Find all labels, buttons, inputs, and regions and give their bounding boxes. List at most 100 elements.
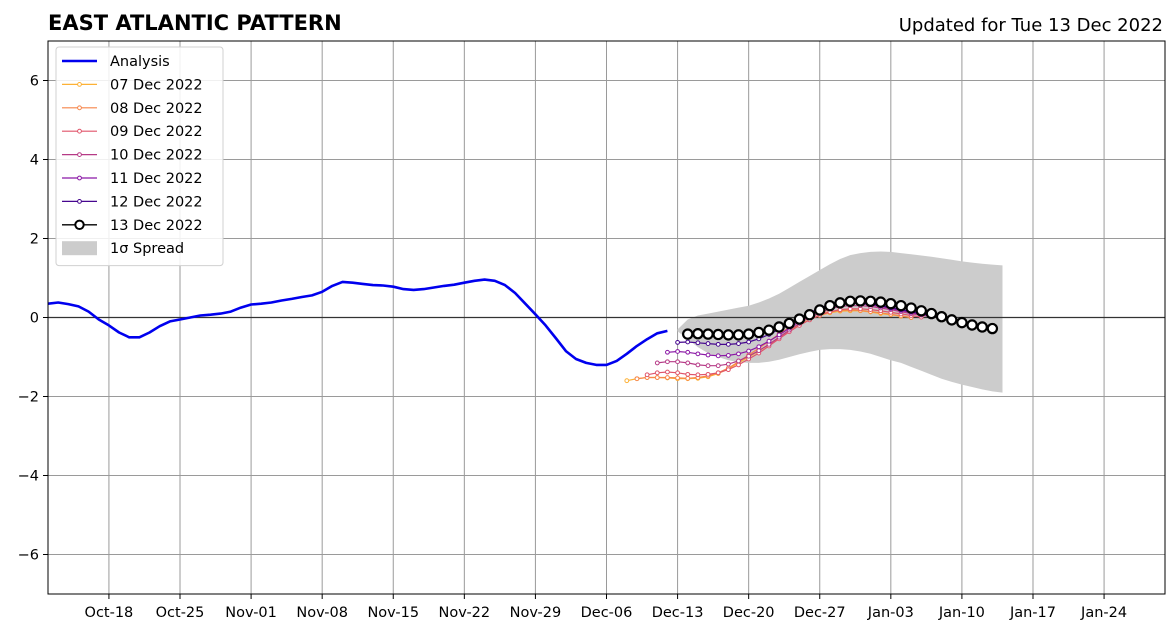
chart-subtitle: Updated for Tue 13 Dec 2022	[899, 15, 1163, 36]
forecast-point	[935, 311, 948, 323]
forecast-point	[695, 351, 701, 357]
forecast-point	[905, 302, 917, 314]
legend-label: 11 Dec 2022	[110, 171, 203, 187]
x-tick-label: Jan-10	[938, 605, 985, 621]
forecast-point	[946, 314, 958, 326]
forecast-point	[685, 371, 691, 377]
forecast-point	[885, 297, 897, 310]
forecast-point	[746, 353, 752, 359]
legend-label: 07 Dec 2022	[110, 77, 203, 93]
forecast-point	[712, 328, 724, 341]
forecast-point	[675, 370, 680, 376]
y-tick-label: −4	[18, 469, 39, 485]
legend-handle-marker	[74, 219, 85, 231]
forecast-point	[675, 359, 680, 365]
forecast-point	[753, 326, 765, 339]
x-tick-label: Dec-20	[723, 605, 775, 621]
forecast-point	[644, 372, 650, 378]
forecast-point	[715, 363, 721, 369]
legend-handle-patch	[62, 241, 97, 256]
y-tick-label: −2	[18, 390, 39, 406]
spread-band-layer	[677, 251, 1003, 393]
forecast-point	[705, 352, 711, 358]
forecast-point	[654, 370, 660, 376]
forecast-point	[854, 295, 867, 307]
forecast-point	[665, 375, 670, 380]
forecast-line	[657, 305, 932, 367]
forecast-point	[746, 348, 752, 354]
x-tick-label: Jan-24	[1080, 605, 1127, 621]
forecast-point	[874, 296, 887, 308]
forecast-point	[844, 295, 856, 308]
forecast-point	[986, 322, 999, 335]
forecast-point	[702, 328, 714, 340]
forecast-point	[793, 313, 806, 325]
x-tick-label: Dec-27	[794, 605, 846, 621]
forecast-point	[705, 341, 711, 346]
forecast-point	[742, 328, 755, 340]
forecast-point	[766, 338, 772, 344]
forecast-point	[665, 349, 670, 355]
forecast-point	[966, 319, 978, 331]
forecast-point	[715, 341, 721, 347]
forecast-point	[722, 329, 735, 341]
forecast-point	[665, 369, 670, 375]
x-tick-label: Nov-08	[296, 605, 348, 621]
legend-handle-marker	[77, 152, 82, 158]
y-tick-label: 0	[30, 311, 39, 327]
forecast-point	[732, 329, 745, 341]
forecast-point	[654, 360, 660, 366]
forecast-point	[783, 317, 795, 330]
forecast-point	[736, 351, 741, 357]
forecast-point	[736, 362, 741, 368]
forecast-point	[685, 375, 691, 381]
forecast-point	[695, 362, 701, 368]
forecast-point	[776, 332, 782, 338]
legend-handle-marker	[77, 82, 82, 87]
forecast-point	[895, 299, 907, 312]
forecast-point	[756, 348, 762, 354]
x-tick-label: Dec-13	[652, 605, 704, 621]
forecast-point	[824, 299, 836, 312]
forecast-point	[692, 327, 704, 340]
spread-band	[677, 251, 1003, 393]
analysis-line	[48, 278, 668, 367]
x-tick-label: Jan-17	[1009, 605, 1056, 621]
forecast-point	[685, 339, 691, 345]
forecast-point	[736, 341, 741, 346]
legend-handle-marker	[77, 128, 82, 134]
legend-label: 12 Dec 2022	[110, 194, 203, 210]
forecast-point	[756, 344, 762, 350]
forecast-point	[665, 359, 670, 365]
forecast-point	[685, 349, 691, 355]
legend-handle-marker	[77, 175, 82, 181]
forecast-point	[834, 297, 846, 309]
forecast-point	[763, 324, 775, 336]
forecast-point	[675, 339, 680, 345]
forecast-point	[675, 375, 680, 381]
forecast-point	[725, 353, 731, 358]
forecast-point	[695, 372, 701, 378]
forecast-line	[646, 308, 922, 376]
forecast-point	[976, 321, 988, 333]
x-tick-label: Nov-15	[367, 605, 419, 621]
x-tick-label: Oct-25	[156, 605, 205, 621]
legend-label: Analysis	[110, 54, 170, 70]
legend-label: 09 Dec 2022	[110, 124, 203, 140]
series-layer	[48, 278, 999, 384]
forecast-point	[685, 360, 691, 366]
legend-handle-marker	[77, 105, 82, 111]
forecast-point	[803, 309, 816, 321]
x-tick-label: Nov-29	[510, 605, 562, 621]
x-tick-label: Dec-06	[581, 605, 633, 621]
forecast-point	[715, 370, 721, 376]
x-tick-label: Oct-18	[85, 605, 134, 621]
forecast-point	[814, 304, 826, 316]
forecast-point	[736, 358, 741, 364]
legend-handle-marker	[77, 199, 82, 204]
legend-label: 10 Dec 2022	[110, 148, 203, 164]
forecast-point	[715, 353, 721, 359]
forecast-point	[725, 367, 731, 373]
forecast-point	[915, 305, 927, 317]
